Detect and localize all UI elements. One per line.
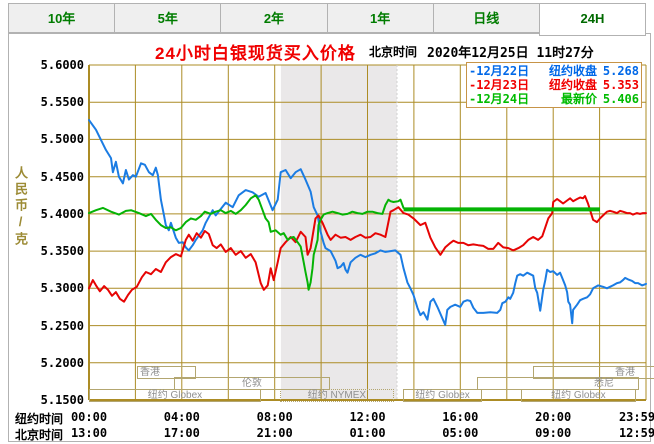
tab-2-years[interactable]: 2年 <box>220 3 328 33</box>
x-axis-beijing-time-row: 北京时间 13:00 17:00 21:00 01:00 05:00 09:00 12:59 <box>0 426 654 442</box>
legend-date: -12月22日 <box>469 64 530 78</box>
series-line-1 <box>88 195 647 303</box>
legend-type: 最新价 <box>560 92 597 106</box>
x-tick-label-beijing: 13:00 <box>70 426 108 440</box>
tab-5-years[interactable]: 5年 <box>114 3 222 33</box>
x-axis-ny-time-row: 纽约时间 00:00 04:00 08:00 12:00 16:00 20:00 23:59 <box>0 410 654 426</box>
x-tick-label-beijing: 21:00 <box>256 426 293 440</box>
series-line-0 <box>88 119 647 326</box>
legend-date: -12月23日 <box>469 78 530 92</box>
series-line-2 <box>88 194 405 291</box>
x-tick-label-ny: 08:00 <box>256 410 293 424</box>
x-tick-label-ny: 12:00 <box>349 410 386 424</box>
y-tick-label: 5.5000 <box>40 132 84 147</box>
x-tick-label-ny: 16:00 <box>442 410 479 424</box>
current-datetime: 2020年12月25日 11时27分 <box>427 46 594 61</box>
legend-row-dec22: -12月22日 纽约收盘 5.268 <box>469 64 639 78</box>
legend-value: 5.268 <box>602 64 639 78</box>
x-tick-label-ny: 23:59 <box>618 410 654 424</box>
legend-row-dec23: -12月23日 纽约收盘 5.353 <box>469 78 639 92</box>
y-axis-labels: 5.6000 5.5500 5.5000 5.4500 5.4000 5.3500 5.30… <box>4 0 84 444</box>
legend-value: 5.353 <box>602 78 639 92</box>
y-tick-label: 5.3000 <box>40 281 84 296</box>
tab-24h-active[interactable]: 24H <box>538 3 647 36</box>
x-tick-label-ny: 04:00 <box>163 410 200 424</box>
legend-type: 纽约收盘 <box>548 78 597 92</box>
y-tick-label: 5.4500 <box>40 169 84 184</box>
ny-time-row-label: 纽约时间 <box>15 412 64 426</box>
tab-1-year[interactable]: 1年 <box>326 3 434 33</box>
x-tick-label-ny: 00:00 <box>70 410 108 424</box>
nymex-shaded-band <box>280 65 397 400</box>
x-tick-label-beijing: 05:00 <box>442 426 479 440</box>
period-tabbar: 10年 5年 2年 1年 日线 24H <box>8 3 647 36</box>
legend-box: -12月22日 纽约收盘 5.268 -12月23日 纽约收盘 5.353 -1… <box>466 62 642 108</box>
y-tick-label: 5.4000 <box>40 206 84 221</box>
chart-title: 24小时白银现货买入价格 <box>155 44 356 63</box>
tab-10-years[interactable]: 10年 <box>8 3 116 33</box>
tab-daily[interactable]: 日线 <box>432 3 540 33</box>
y-tick-label: 5.2000 <box>40 355 84 370</box>
legend-date: -12月24日 <box>469 92 530 106</box>
x-tick-label-beijing: 17:00 <box>163 426 200 440</box>
x-tick-label-beijing: 12:59 <box>618 426 654 440</box>
y-tick-label: 5.6000 <box>40 58 84 72</box>
beijing-time-row-label: 北京时间 <box>15 428 64 442</box>
y-axis-unit-label: 人民币/克 <box>13 166 28 248</box>
legend-value: 5.406 <box>602 92 639 106</box>
legend-row-dec24: -12月24日 最新价 5.406 <box>469 92 639 106</box>
y-tick-label: 5.3500 <box>40 244 84 259</box>
legend-type: 纽约收盘 <box>548 64 597 78</box>
x-tick-label-ny: 20:00 <box>535 410 572 424</box>
beijing-time-label: 北京时间 <box>369 45 418 59</box>
y-tick-label: 5.1500 <box>40 393 84 407</box>
x-tick-label-beijing: 09:00 <box>535 426 572 440</box>
x-tick-label-beijing: 01:00 <box>349 426 386 440</box>
y-tick-label: 5.2500 <box>40 318 84 333</box>
y-tick-label: 5.5500 <box>40 95 84 110</box>
